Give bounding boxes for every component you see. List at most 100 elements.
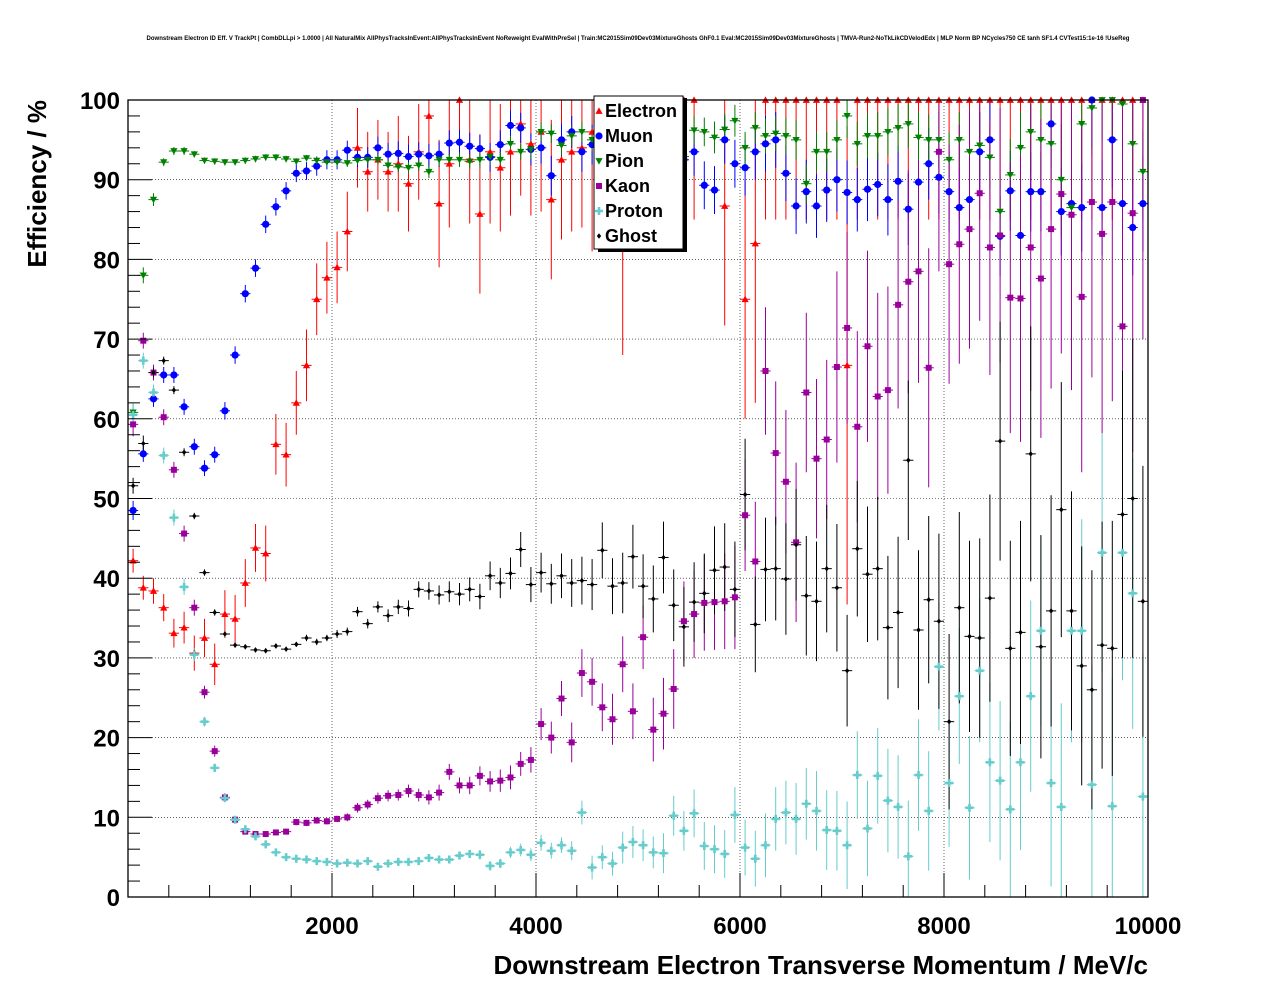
proton-point (730, 810, 739, 819)
kaon-point (711, 599, 718, 606)
pion-point (741, 144, 749, 152)
muon-point (241, 290, 249, 298)
proton-point (996, 776, 1005, 785)
muon-point (129, 506, 137, 515)
pion-point (568, 132, 576, 140)
pion-point (925, 136, 933, 144)
kaon-point (823, 436, 830, 443)
pion-point (884, 129, 892, 136)
kaon-point (762, 367, 769, 374)
kaon-point (313, 817, 320, 824)
legend-pion-label: Pion (605, 151, 644, 171)
ghost-point (151, 369, 156, 376)
ghost-point (1028, 451, 1033, 457)
kaon-point (956, 241, 963, 248)
pion-point (466, 158, 474, 165)
electron-point (496, 164, 504, 171)
proton-point (934, 662, 943, 671)
muon-point (149, 395, 158, 403)
legend-ghost-marker (596, 233, 602, 239)
muon-point (170, 371, 178, 379)
proton-point (292, 854, 301, 863)
proton-point (863, 824, 872, 833)
pion-point (578, 129, 586, 136)
x-tick-label: 6000 (713, 913, 766, 940)
pion-point (986, 154, 994, 161)
pion-point (404, 164, 413, 172)
electron-point (170, 629, 178, 637)
x-tick-label: 10000 (1115, 913, 1182, 940)
y-tick-label: 100 (80, 88, 120, 115)
ghost-point (345, 628, 350, 635)
ghost-point (222, 631, 228, 637)
electron-point (721, 202, 729, 209)
pion-point (282, 156, 290, 163)
kaon-point (670, 685, 677, 692)
kaon-point (1027, 244, 1034, 251)
pion-point (1016, 144, 1025, 152)
muon-point (833, 176, 841, 184)
ghost-point (1140, 598, 1146, 605)
kaon-point (1109, 199, 1116, 206)
muon-point (160, 371, 168, 379)
pion-point (874, 132, 882, 140)
proton-point (526, 850, 535, 859)
kaon-point (558, 695, 565, 702)
ghost-point (957, 604, 962, 611)
ghost-point (1008, 645, 1013, 652)
proton-point (812, 806, 821, 815)
electron-point (211, 660, 219, 668)
ghost-point (855, 545, 860, 552)
ghost-point (671, 602, 676, 609)
ghost-point (304, 635, 309, 641)
muon-point (251, 264, 260, 272)
ghost-point (865, 571, 870, 578)
pion-point (1078, 121, 1086, 128)
ghost-point (661, 554, 666, 561)
muon-point (302, 167, 311, 175)
ghost-point (987, 595, 993, 601)
muon-point (741, 164, 749, 172)
ghost-point (518, 546, 523, 553)
kaon-point (905, 278, 912, 285)
pion-point (139, 272, 147, 279)
proton-point (231, 815, 240, 824)
muon-point (180, 403, 188, 411)
muon-point (792, 202, 800, 210)
proton-point (577, 808, 586, 817)
kaon-point (405, 787, 412, 794)
muon-point (1047, 120, 1055, 128)
ghost-point (702, 590, 707, 597)
kaon-point (283, 828, 290, 835)
kaon-point (1099, 230, 1106, 237)
muon-point (343, 146, 351, 154)
kaon-point (456, 782, 463, 789)
proton-point (965, 803, 974, 812)
legend-pion-marker (595, 158, 603, 165)
electron-point (568, 148, 576, 155)
pion-point (823, 148, 831, 156)
proton-point (373, 862, 382, 871)
pion-point (435, 156, 443, 164)
muon-point (955, 203, 963, 212)
kaon-point (334, 815, 341, 822)
pion-point (190, 151, 198, 158)
kaon-point (1017, 295, 1024, 302)
pion-point (364, 156, 372, 164)
kaon-point (568, 739, 575, 746)
pion-point (1047, 140, 1055, 148)
ghost-point (732, 586, 738, 593)
electron-point (200, 634, 209, 641)
proton-point (985, 758, 994, 767)
ghost-point (814, 598, 819, 605)
muon-point (374, 144, 382, 152)
pion-point (782, 132, 790, 140)
muon-point (547, 172, 555, 180)
kaon-point (538, 721, 545, 728)
proton-point (210, 763, 219, 772)
proton-point (445, 855, 454, 864)
proton-point (792, 814, 801, 823)
muon-point (823, 186, 831, 194)
muon-point (557, 136, 566, 144)
